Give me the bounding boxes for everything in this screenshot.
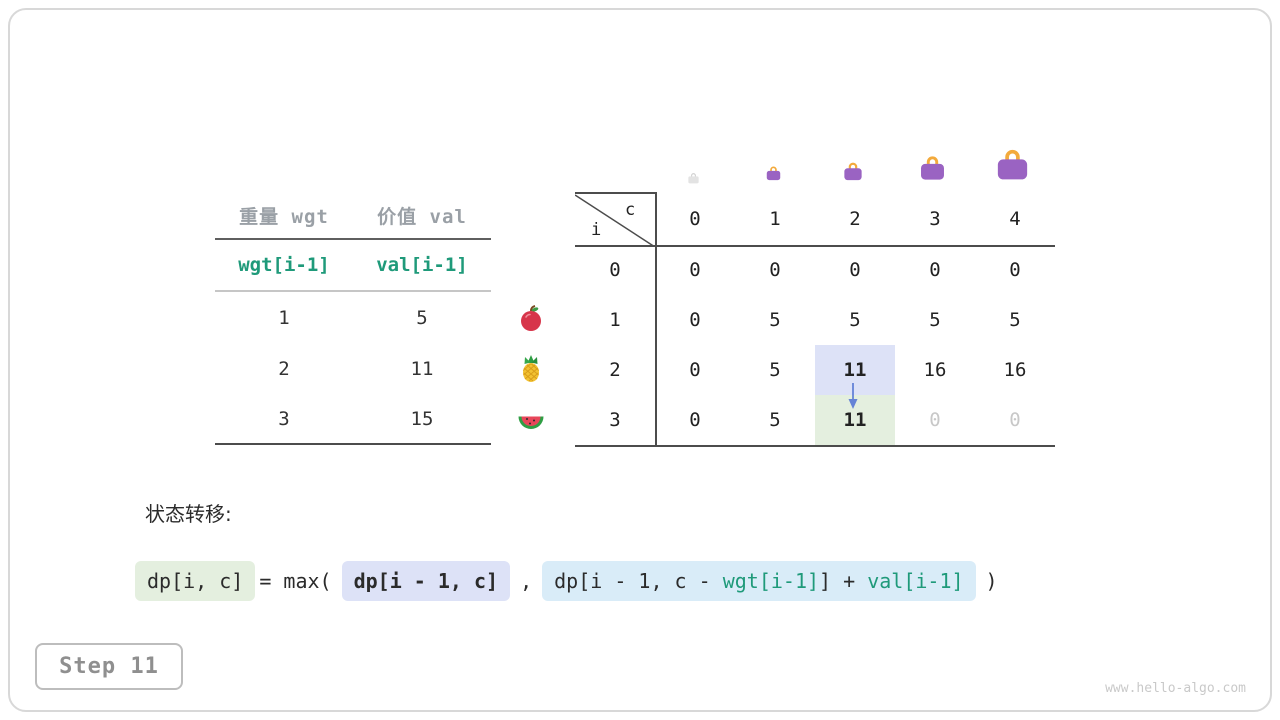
items-table: 重量 wgt 价值 val wgt[i-1] val[i-1] 1 5 2 11…: [215, 192, 491, 445]
col-axis-label: c: [625, 200, 636, 220]
dp-bottom-border: [575, 445, 1055, 447]
transition-formula: dp[i, c] = max( dp[i - 1, c] , dp[i - 1,…: [135, 558, 1002, 604]
arg2-prefix: dp[i - 1, c -: [554, 569, 723, 593]
dp-column-headers: 0 1 2 3 4: [655, 192, 1055, 245]
dp-row-header: 0: [609, 259, 621, 281]
dp-vertical-divider: [655, 192, 657, 445]
item-weight: 2: [278, 357, 290, 380]
dp-cell: 5: [929, 309, 941, 331]
formula-lhs-chip: dp[i, c]: [135, 561, 256, 601]
bag-xlarge-icon: [994, 147, 1031, 185]
dp-row: 3 0 5 11 0 0: [575, 395, 1055, 445]
weight-column-header: 重量 wgt: [239, 205, 329, 228]
dp-row: 2 0 5 11 16 16: [575, 345, 1055, 395]
item-weight: 3: [278, 407, 290, 430]
item-row: 2 11: [215, 343, 491, 394]
item-row: 1 5: [215, 292, 491, 343]
dp-row-header: 1: [609, 309, 621, 331]
item-value: 5: [416, 306, 428, 329]
dp-col-header: 4: [1009, 207, 1021, 230]
arg2-wgt-term: wgt[i-1]: [722, 569, 820, 593]
bag-large-icon: [918, 154, 947, 185]
bag-ghost-icon: [687, 169, 700, 188]
watermark: www.hello-algo.com: [1105, 681, 1246, 696]
dp-header-divider: [575, 245, 1055, 247]
watermelon-icon: [517, 407, 545, 435]
dependency-arrow-icon: [848, 383, 858, 409]
dp-cell: 5: [769, 359, 781, 381]
item-weight: 1: [278, 306, 290, 329]
formula-arg2-chip: dp[i - 1, c - wgt[i-1]] + val[i-1]: [542, 561, 976, 601]
dp-cell: 0: [1009, 409, 1021, 431]
formula-separator: ,: [520, 569, 533, 593]
dp-row: 1 0 5 5 5 5: [575, 295, 1055, 345]
items-table-formula-row: wgt[i-1] val[i-1]: [215, 240, 491, 292]
dp-cell: 0: [769, 259, 781, 281]
dp-table: c i 0 1 2 3 4 0 0 0 0 0 0 1 0 5 5: [575, 192, 1055, 447]
arg2-val-term: val[i-1]: [867, 569, 964, 593]
formula-closing-paren: ): [985, 569, 998, 593]
dp-row-header: 3: [609, 409, 621, 431]
dp-cell: 16: [923, 359, 947, 381]
dp-col-header: 0: [689, 207, 701, 230]
val-formula-cell: val[i-1]: [376, 254, 468, 276]
item-row: 3 15: [215, 394, 491, 445]
dp-cell: 5: [769, 309, 781, 331]
wgt-formula-cell: wgt[i-1]: [238, 254, 330, 276]
apple-icon: [517, 304, 545, 332]
item-value: 15: [410, 407, 434, 430]
row-axis-label: i: [591, 220, 602, 240]
dp-table-body: 0 0 0 0 0 0 1 0 5 5 5 5 2 0 5 11 16: [575, 245, 1055, 445]
dp-cell: 0: [689, 409, 701, 431]
dp-cell: 5: [849, 309, 861, 331]
dp-cell: 0: [689, 259, 701, 281]
dp-col-header: 1: [769, 207, 781, 230]
transition-section-label: 状态转移:: [145, 502, 232, 526]
formula-equals-max: = max(: [259, 569, 332, 593]
step-badge: Step 11: [35, 643, 183, 690]
dp-cell: 5: [1009, 309, 1021, 331]
value-column-header: 价值 val: [377, 205, 467, 228]
corner-diagonal-line: [575, 194, 655, 247]
dp-cell: 5: [769, 409, 781, 431]
dp-cell: 0: [689, 359, 701, 381]
bag-small-icon: [765, 165, 782, 185]
dp-corner-cell: c i: [575, 192, 655, 247]
pineapple-icon: [517, 355, 545, 383]
dp-cell: 0: [1009, 259, 1021, 281]
dp-cell: 0: [929, 259, 941, 281]
dp-cell: 0: [689, 309, 701, 331]
items-table-header-row: 重量 wgt 价值 val: [215, 192, 491, 240]
dp-cell: 0: [929, 409, 941, 431]
bag-medium-icon: [842, 161, 864, 185]
dp-cell: 0: [849, 259, 861, 281]
arg2-mid: ] +: [819, 569, 868, 593]
dp-row-header: 2: [609, 359, 621, 381]
dp-row: 0 0 0 0 0 0: [575, 245, 1055, 295]
formula-arg1-chip: dp[i - 1, c]: [341, 561, 511, 601]
dp-col-header: 3: [929, 207, 941, 230]
item-value: 11: [410, 357, 434, 380]
dp-cell: 16: [1003, 359, 1027, 381]
dp-col-header: 2: [849, 207, 861, 230]
dp-cell-source-highlight: 11: [815, 345, 895, 395]
